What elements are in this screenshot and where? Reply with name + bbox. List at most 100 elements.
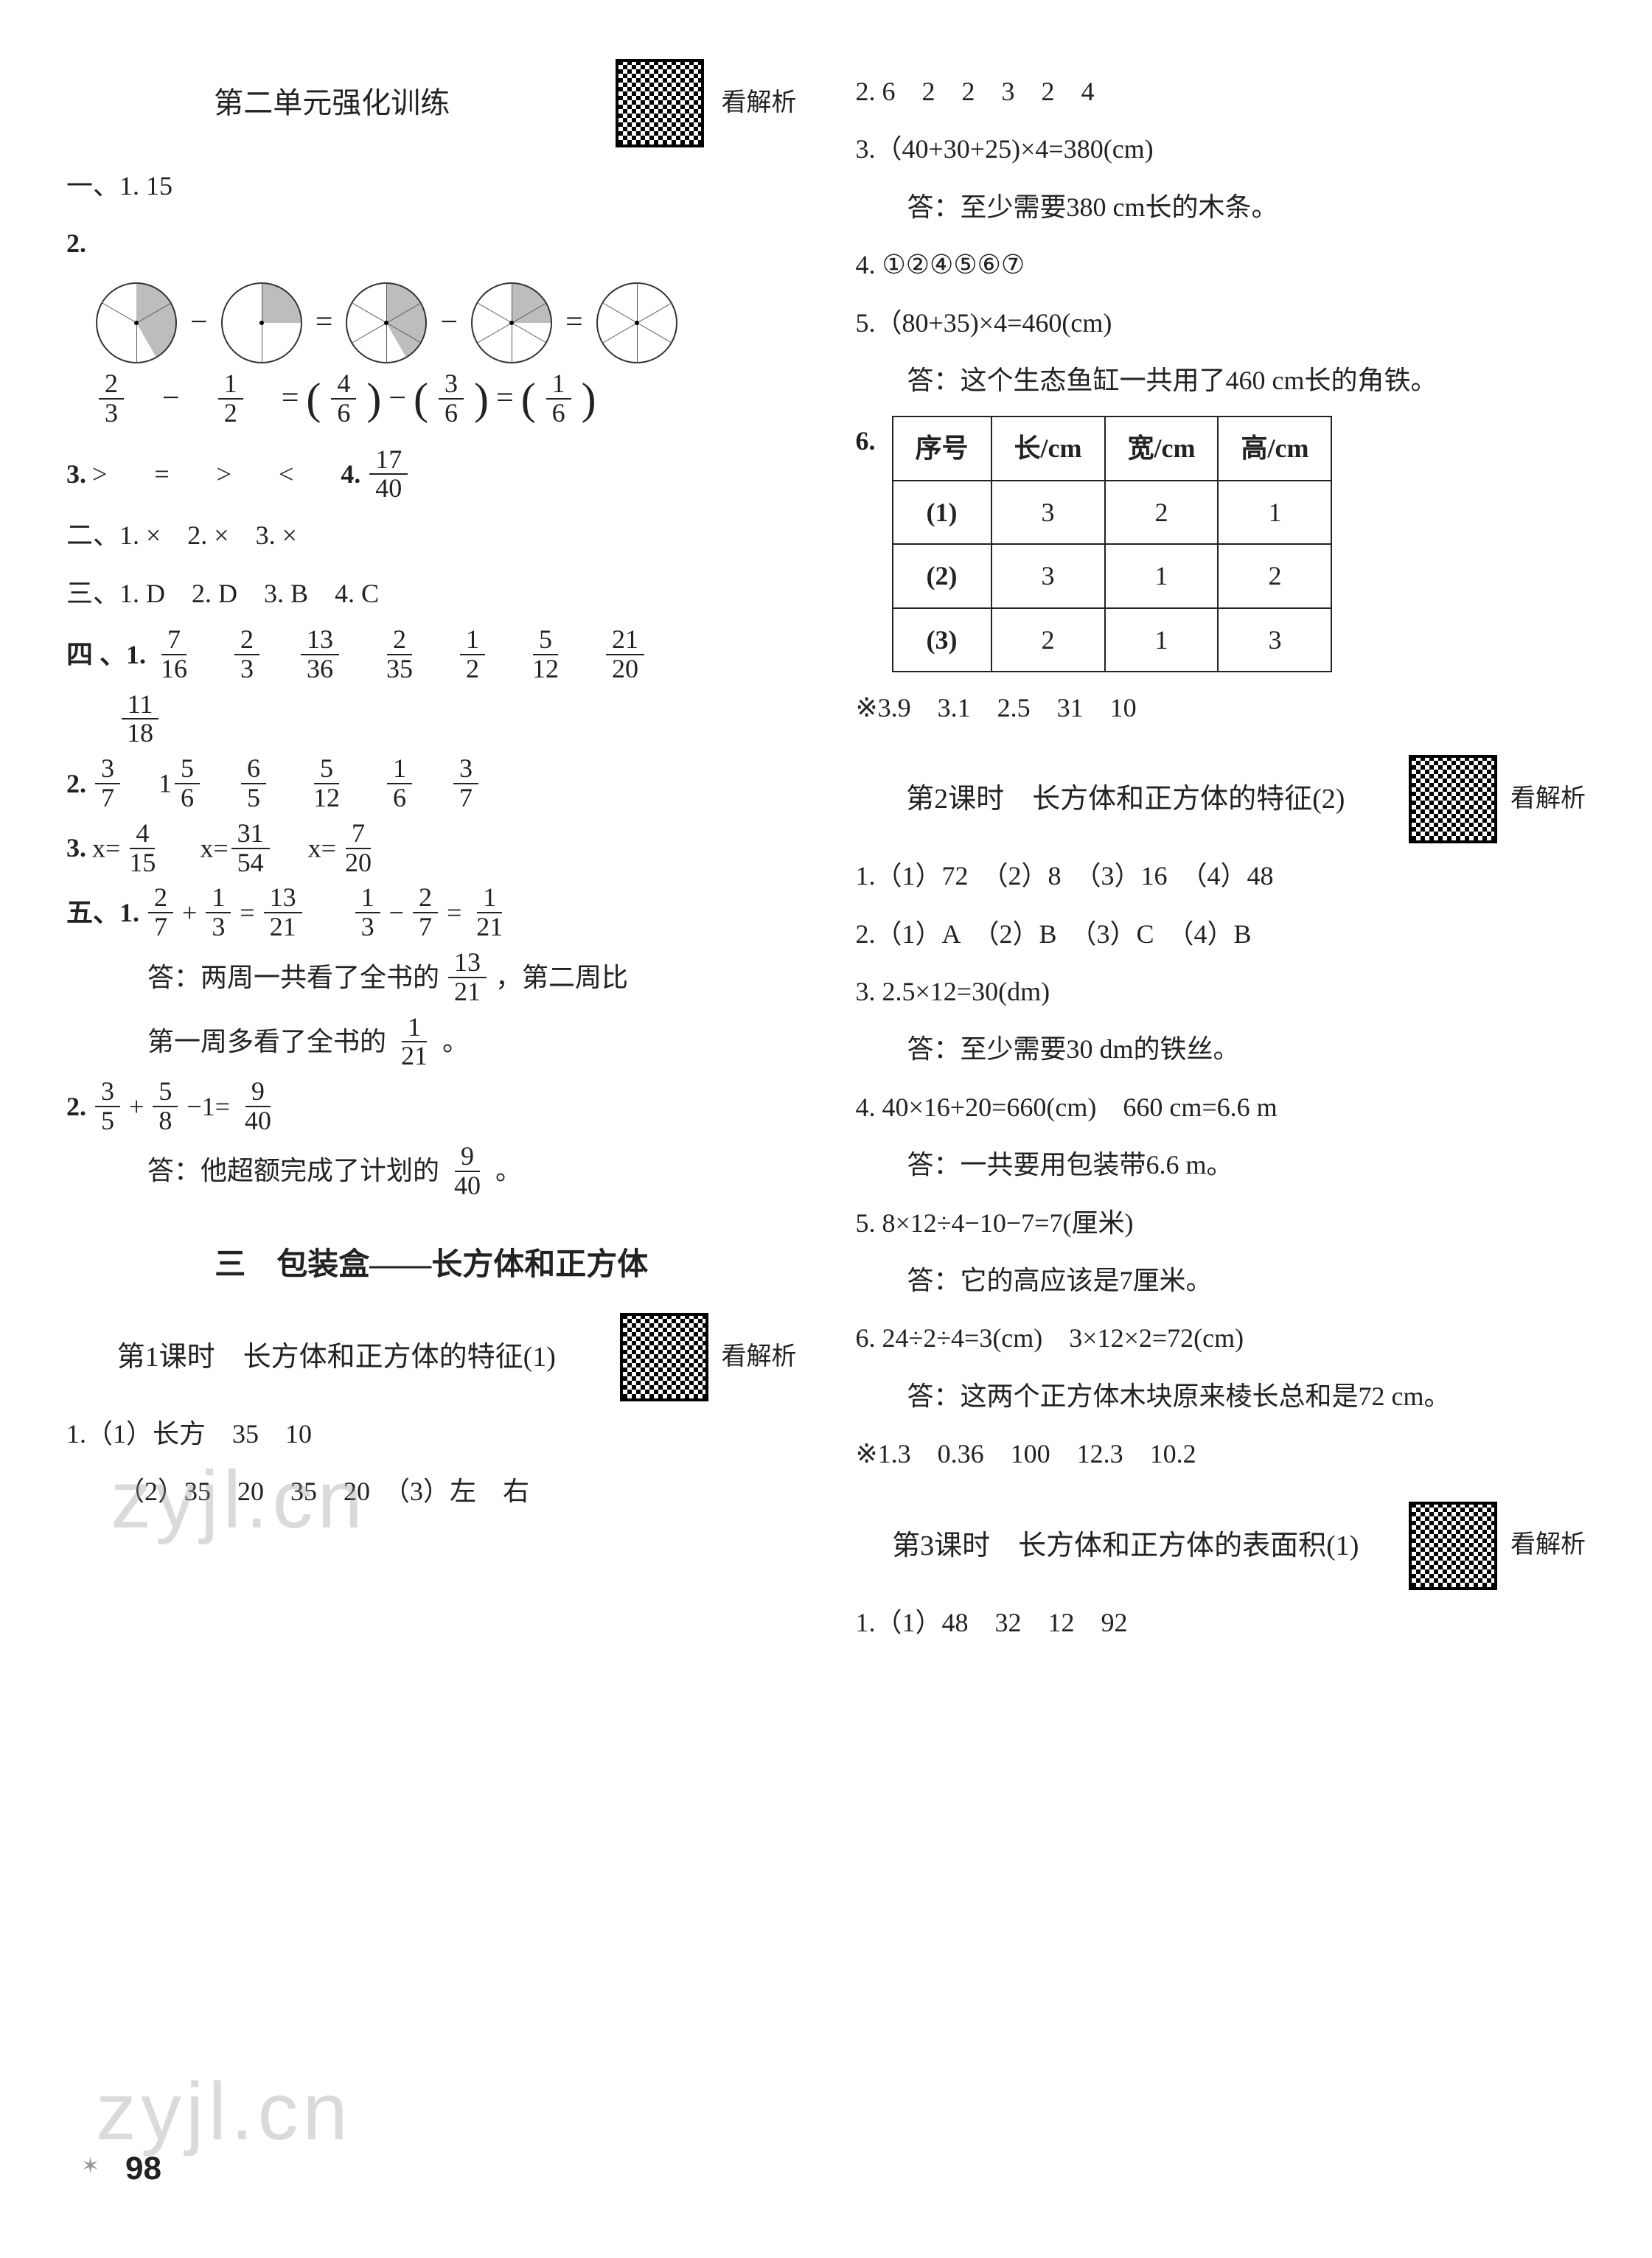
unit-title: 第二单元强化训练 xyxy=(66,75,598,131)
sec4-1b: 1118 xyxy=(66,691,797,748)
table-cell: 3 xyxy=(1218,608,1331,672)
qr-code-icon xyxy=(616,59,704,147)
table-header: 宽/cm xyxy=(1105,417,1219,480)
table-cell: 2 xyxy=(1105,481,1219,544)
cmp: > xyxy=(217,449,231,499)
sec4-2: 2. 37156655121637 xyxy=(66,755,797,812)
sec5-label: 五、1. xyxy=(66,888,139,938)
ans5a: 答：两周一共看了全书的 1321 ，第二周比 xyxy=(66,949,797,1006)
l2-6a: 6. 24÷2÷4=3(cm) 3×12×2=72(cm) xyxy=(856,1313,1586,1363)
minus-icon: − xyxy=(190,293,208,352)
table-header: 长/cm xyxy=(991,417,1105,480)
l2-3a: 3. 2.5×12=30(dm) xyxy=(856,966,1586,1017)
q2-row: 2. xyxy=(66,218,797,268)
frac-list: 37156655121637 xyxy=(92,755,481,812)
table-row: (1)321 xyxy=(893,481,1332,544)
table-cell: (1) xyxy=(893,481,991,544)
table-header: 序号 xyxy=(893,417,991,480)
table-row: (3)213 xyxy=(893,608,1332,672)
sec4-label: 四 、1. xyxy=(66,630,146,680)
q1-1: 一、1. 15 xyxy=(66,161,797,211)
l2-4b: 答：一共要用包装带6.6 m。 xyxy=(856,1140,1586,1190)
left-column: 第二单元强化训练 看解析 一、1. 15 2. − = − = 23 − 12 … xyxy=(66,59,797,1655)
text: 第一周多看了全书的 xyxy=(147,1017,386,1067)
l2-3b: 答：至少需要30 dm的铁丝。 xyxy=(856,1024,1586,1074)
table-cell: 1 xyxy=(1105,608,1219,672)
equals-icon: = xyxy=(316,293,333,352)
text: 答：他超额完成了计划的 xyxy=(147,1146,439,1196)
l2-4a: 4. 40×16+20=660(cm) 660 cm=6.6 m xyxy=(856,1082,1586,1132)
star2: ※1.3 0.36 100 12.3 10.2 xyxy=(856,1429,1586,1479)
l2-2: 2.（1）A （2）B （3）C （4）B xyxy=(856,909,1586,959)
table-row: (2)312 xyxy=(893,544,1332,607)
l1-2: （2）35 20 35 20 （3）左 右 xyxy=(66,1466,797,1516)
table-header: 高/cm xyxy=(1218,417,1331,480)
fraction: 46 xyxy=(331,370,356,428)
sec5-1: 五、1. 27 + 13 = 1321 13 − 27 = 121 xyxy=(66,884,797,941)
pie-5 xyxy=(596,282,677,363)
sec4-3: 3. x=415x=3154x=720 xyxy=(66,820,797,877)
q2-frac-row: 23 − 12 = ( 46 )−( 36 )=( 16 ) xyxy=(96,369,797,428)
qr-label-text: 看解析 xyxy=(722,88,797,119)
fraction: 16 xyxy=(546,370,571,428)
sec4-1: 四 、1. 716231336235125122120 xyxy=(66,626,797,683)
cmp: > xyxy=(92,449,107,499)
lesson3-row: 第3课时 长方体和正方体的表面积(1) 看解析 xyxy=(856,1502,1586,1590)
pie-1 xyxy=(96,282,177,363)
sec5-2-label: 2. xyxy=(66,1081,86,1132)
table-cell: 3 xyxy=(991,481,1105,544)
sec2: 二、1. × 2. × 3. × xyxy=(66,510,797,560)
l2-1: 1.（1）72 （2）8 （3）16 （4）48 xyxy=(856,851,1586,901)
fraction: 23 xyxy=(99,370,124,428)
qr-label: 看解析 xyxy=(1510,1530,1586,1561)
r5a: 5.（80+35)×4=460(cm) xyxy=(856,298,1586,348)
q2-label: 2. xyxy=(66,218,86,268)
q6-label: 6. xyxy=(856,416,876,466)
q6-table-wrap: 6. 序号长/cm宽/cm高/cm (1)321(2)312(3)213 xyxy=(856,416,1586,672)
text: ，第二周比 xyxy=(495,952,628,1003)
r3a: 3.（40+30+25)×4=380(cm) xyxy=(856,124,1586,174)
cmp: = xyxy=(154,449,169,499)
star-icon: ✶ xyxy=(81,2145,100,2187)
page-number: 98 xyxy=(125,2138,161,2200)
pie-row: − = − = xyxy=(96,282,797,363)
right-column: 2. 6 2 2 3 2 4 3.（40+30+25)×4=380(cm) 答：… xyxy=(856,59,1586,1655)
fraction: 12 xyxy=(218,370,243,428)
text: 答：两周一共看了全书的 xyxy=(147,952,439,1003)
table-cell: 3 xyxy=(991,544,1105,607)
lesson3-title: 第3课时 长方体和正方体的表面积(1) xyxy=(856,1519,1396,1572)
qr-label: 看解析 xyxy=(722,88,797,119)
r5b: 答：这个生态鱼缸一共用了460 cm长的角铁。 xyxy=(856,355,1586,405)
qr-code-icon xyxy=(620,1313,708,1401)
q3-label: 3. xyxy=(66,449,86,499)
frac-list: 716231336235125122120 xyxy=(152,626,647,683)
r4: 4. ①②④⑤⑥⑦ xyxy=(856,240,1586,290)
pie-2 xyxy=(221,282,302,363)
text: 。 xyxy=(495,1146,522,1196)
q3-row: 3. > = > < 4. 1740 xyxy=(66,446,797,503)
lesson2-row: 第2课时 长方体和正方体的特征(2) 看解析 xyxy=(856,755,1586,843)
lesson2-title: 第2课时 长方体和正方体的特征(2) xyxy=(856,773,1396,826)
sec3: 三、1. D 2. D 3. B 4. C xyxy=(66,568,797,618)
lesson1-row: 第1课时 长方体和正方体的特征(1) 看解析 xyxy=(66,1313,797,1401)
l3-1: 1.（1）48 32 12 92 xyxy=(856,1597,1586,1648)
qr-code-icon xyxy=(1409,1502,1497,1590)
table-cell: 2 xyxy=(991,608,1105,672)
text: 。 xyxy=(442,1017,469,1067)
table-cell: (3) xyxy=(893,608,991,672)
lesson1-title: 第1课时 长方体和正方体的特征(1) xyxy=(66,1331,607,1384)
dimensions-table: 序号长/cm宽/cm高/cm (1)321(2)312(3)213 xyxy=(892,416,1333,672)
table-cell: 2 xyxy=(1218,544,1331,607)
l2-6b: 答：这两个正方体木块原来棱长总和是72 cm。 xyxy=(856,1371,1586,1421)
l2-5a: 5. 8×12÷4−10−7=7(厘米) xyxy=(856,1198,1586,1248)
table-cell: 1 xyxy=(1218,481,1331,544)
page: 第二单元强化训练 看解析 一、1. 15 2. − = − = 23 − 12 … xyxy=(66,59,1586,1655)
qr-code-icon xyxy=(1409,755,1497,843)
r3b: 答：至少需要380 cm长的木条。 xyxy=(856,182,1586,232)
frac-list: x=415x=3154x=720 xyxy=(92,820,380,877)
frac-list: 1118 xyxy=(118,691,162,748)
qr-label: 看解析 xyxy=(1510,784,1586,815)
star1: ※3.9 3.1 2.5 31 10 xyxy=(856,683,1586,733)
l1-1: 1.（1）长方 35 10 xyxy=(66,1409,797,1459)
ans5c: 答：他超额完成了计划的 940 。 xyxy=(66,1143,797,1200)
